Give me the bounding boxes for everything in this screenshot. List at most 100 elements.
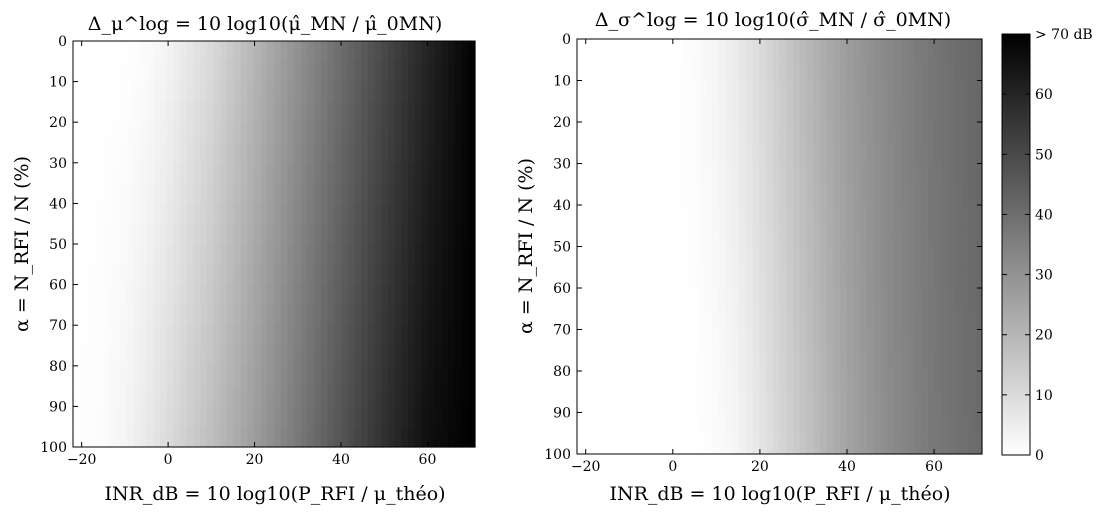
colorbar-tick-label: 30 (1035, 268, 1053, 284)
heatmap-cell (631, 101, 639, 123)
heatmap-cell (833, 308, 841, 331)
heatmap-cell (213, 304, 221, 326)
heatmap-cell (119, 264, 128, 286)
heatmap-cell (799, 39, 808, 61)
heatmap-cell (300, 223, 309, 245)
heatmap-cell (813, 39, 821, 61)
heatmap-cell (725, 163, 733, 185)
heatmap-cell (414, 122, 422, 144)
heatmap-cell (786, 80, 794, 102)
heatmap-cell (941, 184, 949, 206)
heatmap-cell (786, 101, 794, 123)
heatmap-cell (739, 350, 747, 372)
heatmap-cell (705, 163, 713, 185)
heatmap-cell (106, 203, 114, 225)
heatmap-cell (590, 350, 598, 372)
heatmap-cell (207, 406, 215, 428)
heatmap-cell (327, 345, 335, 367)
heatmap-cell (597, 80, 605, 102)
heatmap-cell (247, 345, 255, 367)
heatmap-cell (941, 205, 949, 227)
heatmap-cell (160, 81, 168, 103)
heatmap-cell (428, 162, 436, 184)
heatmap-cell (779, 246, 787, 268)
heatmap-cell (698, 371, 706, 393)
heatmap-cell (934, 391, 943, 414)
heatmap-cell (220, 244, 228, 265)
heatmap-cell (820, 350, 828, 372)
heatmap-cell (173, 284, 181, 306)
heatmap-cell (173, 41, 181, 62)
heatmap-cell (401, 304, 409, 326)
heatmap-cell (300, 304, 309, 326)
heatmap-cell (294, 264, 302, 286)
heatmap-cell (253, 203, 262, 225)
heatmap-cell (644, 122, 652, 144)
heatmap-cell (604, 288, 612, 310)
heatmap-cell (287, 203, 295, 225)
heatmap-cell (327, 101, 335, 123)
heatmap-cell (725, 59, 733, 82)
heatmap-cell (651, 184, 659, 206)
heatmap-cell (153, 325, 161, 347)
heatmap-cell (759, 267, 767, 289)
heatmap-cell (712, 412, 720, 434)
heatmap-cell (637, 433, 646, 455)
heatmap-cell (361, 183, 369, 204)
heatmap-cell (314, 284, 322, 306)
heatmap-cell (193, 325, 201, 347)
heatmap-cell (327, 386, 335, 407)
heatmap-cell (853, 308, 862, 331)
heatmap-cell (287, 142, 295, 164)
heatmap-cell (347, 365, 355, 387)
heatmap-cell (658, 205, 666, 227)
heatmap-cell (860, 433, 868, 455)
heatmap-cell (907, 122, 916, 144)
heatmap-cell (590, 80, 598, 102)
heatmap-cell (341, 304, 349, 326)
heatmap-cell (914, 371, 922, 393)
heatmap-cell (166, 122, 175, 144)
heatmap-cell (671, 433, 679, 455)
heatmap-cell (287, 162, 295, 184)
heatmap-cell (840, 391, 848, 414)
heatmap-cell (361, 81, 369, 103)
right-y-axis-label: α = N_RFI / N (%) (515, 158, 537, 334)
heatmap-cell (772, 184, 781, 206)
heatmap-cell (86, 325, 94, 347)
heatmap-cell (806, 184, 814, 206)
heatmap-cell (408, 365, 416, 387)
heatmap-cell (133, 41, 141, 62)
heatmap-cell (119, 81, 128, 103)
heatmap-cell (133, 81, 141, 103)
heatmap-cell (583, 412, 592, 434)
heatmap-cell (955, 122, 963, 144)
heatmap-cell (901, 308, 909, 331)
heatmap-cell (725, 391, 733, 414)
heatmap-cell (314, 203, 322, 225)
heatmap-cell (347, 426, 355, 448)
heatmap-cell (468, 345, 476, 367)
heatmap-cell (698, 433, 706, 455)
heatmap-cell (826, 246, 835, 268)
heatmap-cell (73, 284, 81, 306)
heatmap-cell (153, 365, 161, 387)
heatmap-cell (732, 59, 740, 82)
heatmap-cell (860, 59, 868, 82)
heatmap-cell (180, 122, 188, 144)
heatmap-cell (685, 225, 693, 248)
heatmap-cell (718, 371, 727, 393)
heatmap-cell (637, 267, 646, 289)
heatmap-cell (160, 122, 168, 144)
heatmap-cell (698, 80, 706, 102)
heatmap-cell (240, 162, 248, 184)
heatmap-cell (799, 308, 808, 331)
heatmap-cell (745, 163, 754, 185)
x-tick-label: 20 (246, 452, 264, 468)
heatmap-cell (725, 433, 733, 455)
heatmap-cell (448, 244, 456, 265)
heatmap-cell (793, 308, 801, 331)
heatmap-cell (637, 350, 646, 372)
heatmap-cell (448, 386, 456, 407)
heatmap-cell (880, 59, 889, 82)
